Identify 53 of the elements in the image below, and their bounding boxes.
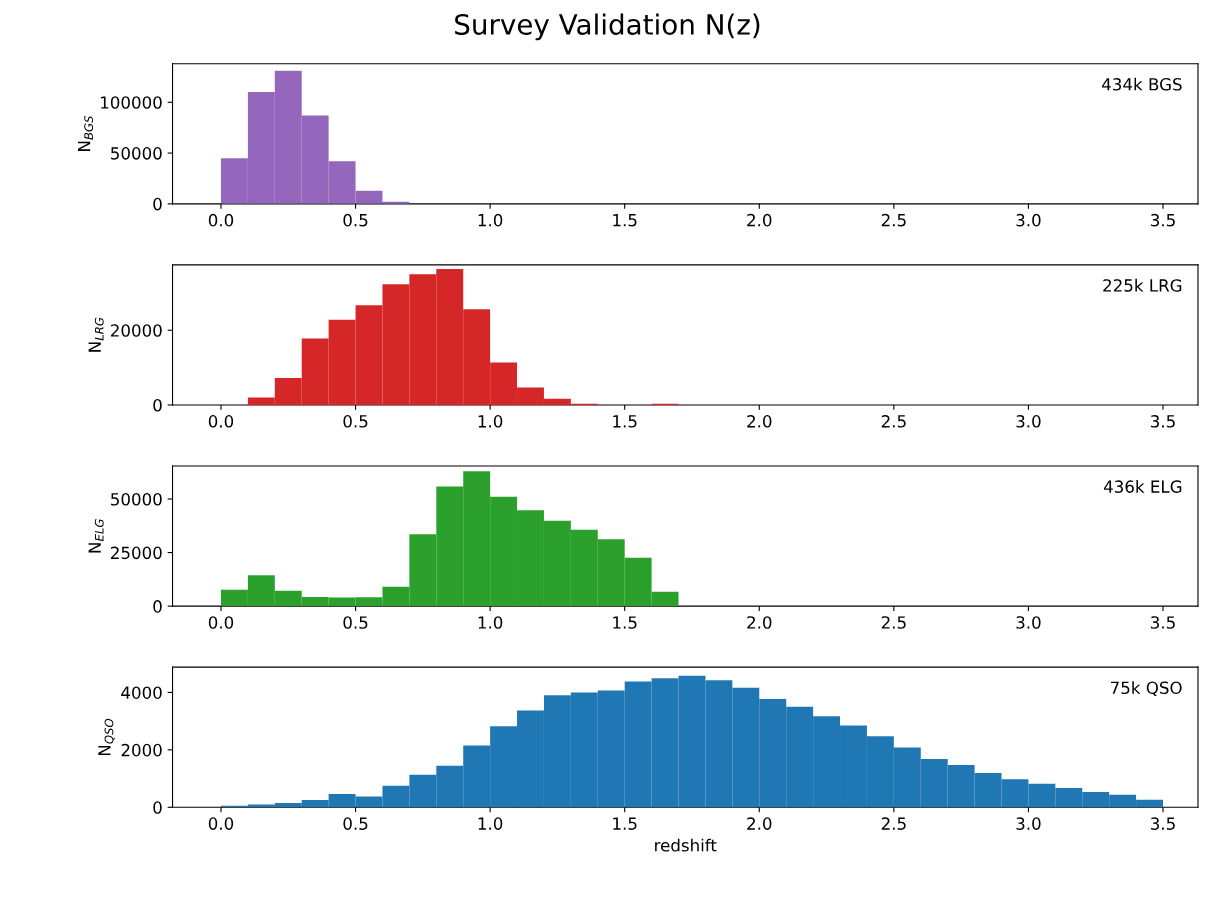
x-tick-label: 3.5 xyxy=(1151,817,1175,830)
x-tick-label: 1.5 xyxy=(613,817,637,830)
x-tick-label: 0.0 xyxy=(208,213,234,227)
x-tick-label: 2.0 xyxy=(747,616,772,629)
x-tick-label: 3.0 xyxy=(1016,817,1041,830)
y-tick-label: 4000 xyxy=(121,686,162,699)
y-axis-title: N$_{BGS}$ xyxy=(77,115,94,151)
x-tick-label: 1.0 xyxy=(478,415,503,428)
x-tick-label: 0.0 xyxy=(208,616,234,629)
y-tick-label: 25000 xyxy=(111,546,162,560)
y-axis-title: N$_{LRG}$ xyxy=(88,317,104,352)
x-tick-label: 0.5 xyxy=(343,213,368,227)
x-tick-label: 0.5 xyxy=(343,616,368,629)
x-tick-label: 0.0 xyxy=(208,817,234,830)
y-axis-title: N$_{ELG}$ xyxy=(88,519,104,553)
annotation: 436k ELG xyxy=(1103,480,1182,493)
x-tick-label: 2.0 xyxy=(747,213,772,227)
annotation: 434k BGS xyxy=(1102,77,1182,91)
annotation: 225k LRG xyxy=(1103,278,1182,292)
x-tick-label: 0.5 xyxy=(343,415,368,428)
x-tick-label: 2.5 xyxy=(881,616,906,629)
y-tick-label: 50000 xyxy=(111,492,162,506)
chart-title: Survey Validation N(z) xyxy=(455,13,760,41)
x-tick-label: 2.0 xyxy=(747,817,772,830)
y-tick-label: 20000 xyxy=(111,324,162,337)
x-tick-label: 2.5 xyxy=(881,213,906,227)
x-tick-label: 1.0 xyxy=(478,616,503,629)
x-tick-label: 3.5 xyxy=(1151,415,1175,428)
y-tick-label: 0 xyxy=(153,398,162,412)
x-tick-label: 2.5 xyxy=(881,415,906,428)
x-tick-label: 0.5 xyxy=(343,817,368,830)
x-tick-label: 3.0 xyxy=(1016,213,1041,227)
y-tick-label: 2000 xyxy=(121,743,162,757)
x-tick-label: 1.0 xyxy=(478,213,503,227)
x-tick-label: 0.0 xyxy=(208,415,234,428)
y-tick-label: 100000 xyxy=(101,96,162,109)
x-tick-label: 2.0 xyxy=(747,415,772,428)
x-tick-label: 2.5 xyxy=(881,817,906,830)
x-axis-title: redshift xyxy=(655,838,717,852)
y-axis-title: N$_{QSO}$ xyxy=(98,718,115,756)
y-tick-label: 0 xyxy=(153,197,162,211)
y-tick-label: 50000 xyxy=(111,147,162,160)
annotation: 75k QSO xyxy=(1111,681,1182,696)
y-tick-label: 0 xyxy=(153,801,162,814)
y-tick-label: 0 xyxy=(153,600,162,613)
x-tick-label: 1.5 xyxy=(613,214,637,227)
x-tick-label: 3.0 xyxy=(1016,415,1041,428)
x-tick-label: 3.5 xyxy=(1151,616,1175,629)
x-tick-label: 1.0 xyxy=(478,817,503,830)
x-tick-label: 1.5 xyxy=(613,616,637,629)
x-tick-label: 3.5 xyxy=(1151,213,1175,227)
x-tick-label: 3.0 xyxy=(1016,616,1041,629)
x-tick-label: 1.5 xyxy=(613,415,637,428)
